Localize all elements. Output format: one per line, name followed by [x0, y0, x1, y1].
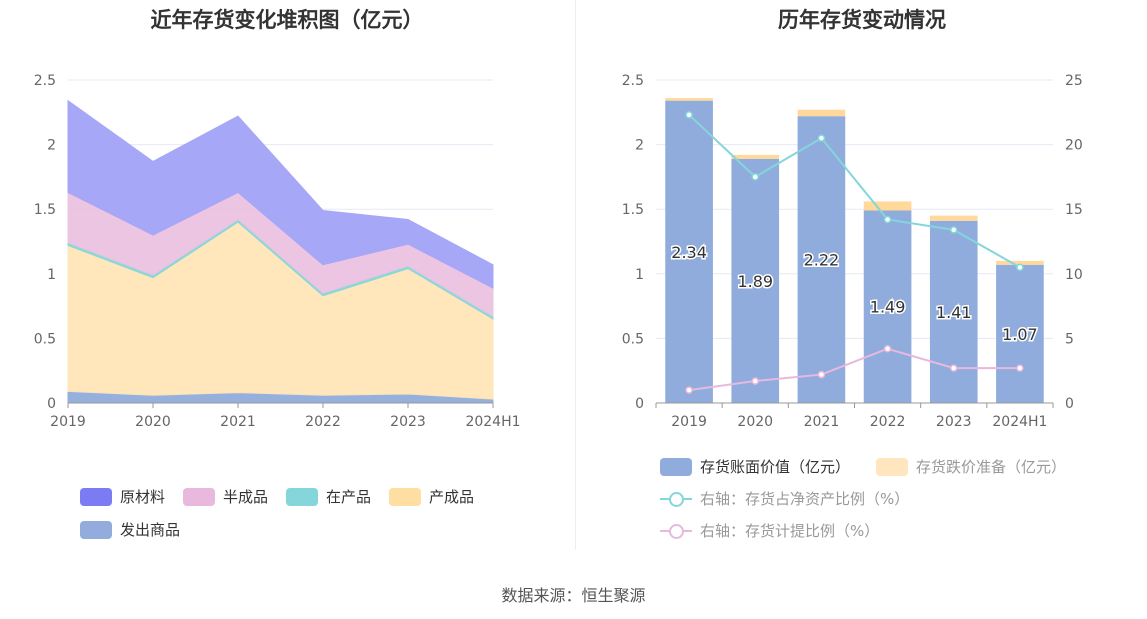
y-tick-label: 0.5: [34, 331, 56, 347]
line-series: [688, 114, 1021, 269]
y2-tick-label: 10: [1065, 267, 1083, 283]
bar-book-value: [929, 220, 978, 403]
right-chart-title: 历年存货变动情况: [778, 8, 946, 32]
legend-item-provision-ratio[interactable]: 右轴：存货计提比例（%）: [660, 520, 879, 541]
legend-label: 半成品: [223, 488, 269, 506]
legend-line-swatch: [660, 490, 692, 508]
panel-divider: [575, 0, 576, 550]
legend-swatch: [876, 457, 908, 476]
line-point: [817, 134, 826, 142]
legend-item-book-value[interactable]: 存货账面价值（亿元）: [660, 456, 850, 477]
legend-swatch: [80, 520, 112, 539]
stacked-area-chart: 0 0.5 1 1.5 2 2.5 2019 2020 2021 2022 2023 2024H1: [34, 73, 521, 430]
x-tick-label: 2022: [305, 414, 341, 430]
line-series: [688, 347, 1020, 392]
legend-item-goods-shipped[interactable]: 发出商品: [80, 519, 180, 540]
legend-label: 右轴：存货占净资产比例（%）: [700, 490, 910, 508]
x-tick-label: 2019: [50, 414, 86, 430]
line-point: [1016, 364, 1024, 372]
x-tick-label: 2020: [737, 414, 773, 430]
y-tick-label: 2: [635, 138, 644, 154]
legend-label: 产成品: [429, 488, 475, 506]
legend-line-swatch: [660, 522, 692, 540]
left-chart-title: 近年存货变化堆积图（亿元）: [150, 8, 424, 32]
x-tick-label: 2023: [936, 414, 972, 430]
legend-swatch: [183, 487, 215, 506]
legend-label: 发出商品: [120, 521, 181, 539]
line-point: [751, 377, 759, 385]
bar-book-value: [665, 100, 713, 403]
x-tick-label: 2022: [870, 414, 906, 430]
bar-impairment-reserve: [731, 154, 780, 159]
bar-impairment-reserve: [665, 98, 713, 101]
legend-item-impairment-reserve[interactable]: 存货跌价准备（亿元）: [876, 456, 1066, 477]
y-tick-label: 0.5: [622, 331, 644, 347]
bar-data-label: 2.22: [804, 251, 840, 270]
bar-book-value: [996, 264, 1044, 403]
bar-book-value: [863, 210, 912, 403]
bar-impairment-reserve: [996, 260, 1044, 265]
legend-label: 存货跌价准备（亿元）: [916, 458, 1067, 476]
x-tick-label: 2019: [671, 414, 707, 430]
x-tick-label: 2021: [804, 414, 840, 430]
x-tick-label: 2020: [135, 414, 171, 430]
y2-tick-label: 20: [1065, 138, 1083, 154]
x-tick-label: 2024H1: [465, 414, 520, 430]
line-point: [883, 344, 892, 353]
line-point: [817, 370, 826, 379]
line-point: [1016, 263, 1024, 272]
left-chart-panel: 近年存货变化堆积图（亿元） 0 0.5 1 1.5 2 2.5 2019 2020 2021 20…: [0, 0, 574, 550]
x-tick-label: 2023: [390, 414, 426, 430]
line-point: [883, 215, 892, 224]
bar-book-value: [797, 116, 846, 404]
y-tick-label: 0: [47, 396, 56, 412]
legend-item-finished-goods[interactable]: 产成品: [389, 486, 474, 507]
legend-label: 右轴：存货计提比例（%）: [700, 522, 880, 540]
x-tick-label: 2021: [220, 414, 256, 430]
y-tick-label: 1.5: [622, 202, 644, 218]
y-tick-label: 0: [635, 396, 644, 412]
bar-impairment-reserve: [929, 215, 978, 221]
legend-item-wip[interactable]: 在产品: [286, 486, 371, 507]
bar-data-label: 1.41: [936, 303, 972, 322]
line-point: [685, 386, 693, 394]
y-tick-label: 2.5: [622, 73, 644, 89]
bar-book-value: [731, 158, 780, 403]
y2-tick-label: 15: [1065, 202, 1083, 218]
bar-data-label: 2.34: [671, 243, 707, 262]
y2-tick-label: 25: [1065, 73, 1083, 89]
y-tick-label: 1: [47, 267, 56, 283]
x-tick-label: 2024H1: [992, 414, 1047, 430]
legend-label: 存货账面价值（亿元）: [700, 458, 851, 476]
legend-swatch: [660, 457, 692, 476]
bar-data-label: 1.89: [737, 272, 773, 291]
legend-label: 原材料: [120, 488, 166, 506]
legend-label: 在产品: [326, 488, 372, 506]
bar-impairment-reserve: [863, 201, 912, 211]
y-tick-label: 1.5: [34, 202, 56, 218]
area-series: [67, 99, 494, 289]
bar-data-label: 1.07: [1002, 325, 1038, 344]
line-point: [751, 173, 759, 181]
bar-line-combo-chart: 0 0 0.5 5 1 10 1.5 15 2 20 2.5 25 2.34 1.89 2.22 1.49 1.…: [622, 73, 1083, 430]
y-tick-label: 2.5: [34, 73, 56, 89]
y-tick-label: 2: [47, 138, 56, 154]
line-point: [950, 364, 958, 372]
legend-swatch: [286, 487, 318, 506]
data-source-note: 数据来源：恒生聚源: [501, 586, 646, 605]
right-chart-panel: 历年存货变动情况 0 0 0.5 5 1 10 1.5 15 2 20 2.5 25 2.34 1.89 2…: [577, 0, 1147, 550]
legend-swatch: [80, 487, 112, 506]
line-point: [685, 111, 693, 119]
legend-item-semi-finished[interactable]: 半成品: [183, 486, 268, 507]
legend-item-inventory-to-net-assets[interactable]: 右轴：存货占净资产比例（%）: [660, 488, 909, 509]
y2-tick-label: 0: [1065, 396, 1074, 412]
bar-impairment-reserve: [797, 109, 846, 117]
line-point: [950, 226, 958, 234]
legend-swatch: [389, 487, 421, 506]
y2-tick-label: 5: [1065, 331, 1074, 347]
legend-item-raw-materials[interactable]: 原材料: [80, 486, 165, 507]
y-tick-label: 1: [635, 267, 644, 283]
bar-data-label: 1.49: [870, 298, 906, 317]
